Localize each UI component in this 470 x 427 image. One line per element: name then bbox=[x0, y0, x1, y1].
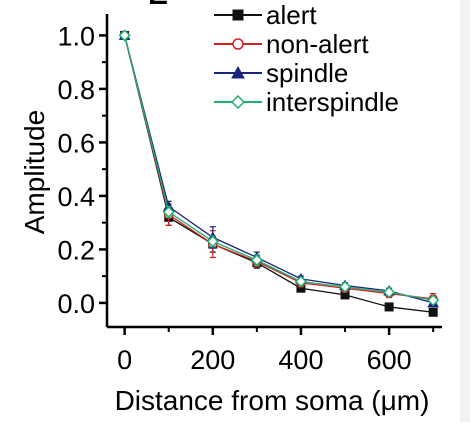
y-tick-label: 0.0 bbox=[57, 289, 95, 319]
legend-label: alert bbox=[266, 0, 317, 30]
y-tick-label: 0.6 bbox=[57, 128, 95, 158]
legend-item-interspindle: interspindle bbox=[214, 87, 399, 117]
data-point bbox=[118, 29, 131, 42]
x-tick-label: 0 bbox=[117, 345, 132, 375]
y-tick-label: 0.2 bbox=[57, 235, 95, 265]
right-edge-strip bbox=[460, 0, 470, 422]
x-ticks: 0 200 400 600 bbox=[117, 327, 435, 375]
y-tick-label: 0.4 bbox=[57, 182, 95, 212]
x-axis-title: Distance from soma (μm) bbox=[115, 385, 430, 416]
series-line bbox=[124, 35, 434, 304]
x-tick-label: 200 bbox=[190, 345, 235, 375]
x-tick-label: 400 bbox=[278, 345, 323, 375]
series-layer bbox=[118, 29, 440, 317]
legend-label: non-alert bbox=[266, 29, 369, 59]
series-line bbox=[124, 35, 434, 300]
data-point bbox=[383, 286, 396, 299]
legend-marker bbox=[232, 38, 244, 50]
series-line bbox=[123, 35, 434, 313]
legend-item-spindle: spindle bbox=[214, 58, 348, 88]
data-point bbox=[250, 254, 263, 267]
data-point bbox=[427, 294, 440, 307]
series-interspindle bbox=[118, 29, 440, 307]
legend-marker bbox=[232, 9, 244, 21]
y-tick-label: 1.0 bbox=[57, 21, 95, 51]
data-point bbox=[384, 302, 394, 312]
y-ticks: 0.0 0.2 0.4 0.6 0.8 1.0 bbox=[57, 21, 107, 319]
legend-label: interspindle bbox=[266, 87, 399, 117]
x-tick-label: 600 bbox=[367, 345, 412, 375]
y-tick-label: 0.8 bbox=[57, 75, 95, 105]
data-point bbox=[294, 275, 308, 288]
data-point bbox=[162, 205, 175, 219]
series-line bbox=[124, 35, 434, 301]
y-axis-title: Amplitude bbox=[19, 110, 50, 235]
data-point bbox=[206, 235, 219, 248]
data-point bbox=[428, 307, 438, 317]
legend-marker bbox=[230, 94, 246, 110]
legend-item-alert: alert bbox=[214, 0, 317, 30]
legend-label: spindle bbox=[266, 58, 348, 88]
data-point bbox=[338, 280, 352, 293]
panel-letter-fragment: E bbox=[148, 0, 168, 11]
legend-item-non-alert: non-alert bbox=[214, 29, 369, 59]
legend-marker bbox=[231, 65, 245, 79]
